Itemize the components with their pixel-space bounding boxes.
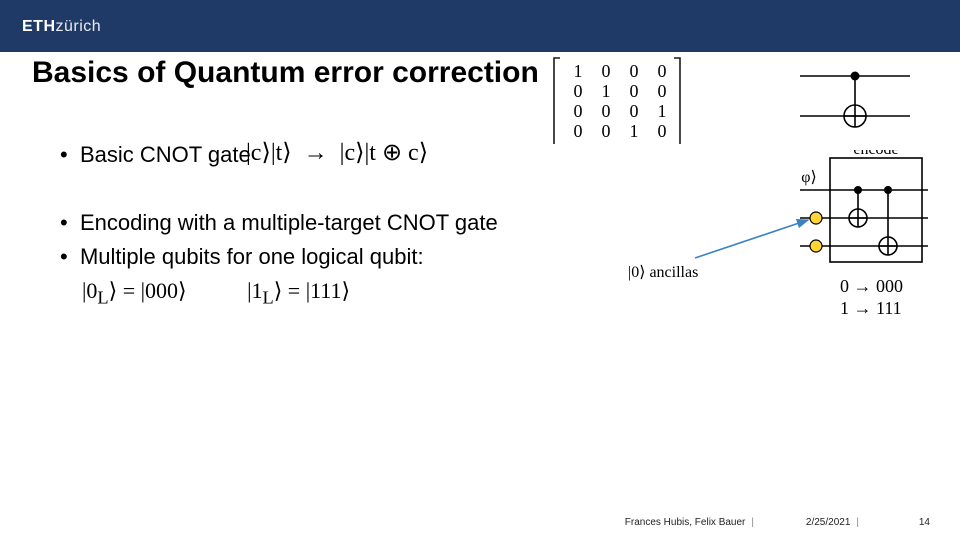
footer-date: 2/25/2021|	[806, 517, 865, 528]
logo-bold: ETH	[22, 18, 56, 35]
logical-states: |0L⟩ = |000⟩ |1L⟩ = |111⟩	[82, 278, 350, 308]
footer-date-text: 2/25/2021	[806, 517, 851, 528]
cnot-rhs: |c⟩|t ⊕ c⟩	[340, 140, 428, 166]
svg-text:0: 0	[630, 61, 639, 81]
cnot-circuit-diagram	[800, 56, 910, 136]
zeroL-rest: ⟩ = |000⟩	[109, 278, 187, 303]
svg-text:|φ⟩: |φ⟩	[800, 169, 817, 186]
encoding-map-0: 0 → 000	[840, 276, 903, 297]
svg-text:0: 0	[574, 81, 583, 101]
oneL-sub: L	[263, 287, 274, 307]
svg-text:1: 1	[658, 101, 667, 121]
bullet-encoding: • Encoding with a multiple-target CNOT g…	[60, 210, 498, 236]
bullet-cnot-text: Basic CNOT gate	[80, 142, 251, 167]
bullet-cnot: • Basic CNOT gate	[60, 142, 251, 168]
zeroL-sub: L	[97, 287, 108, 307]
cnot-arrow: →	[304, 140, 328, 166]
svg-text:0: 0	[602, 121, 611, 141]
cnot-matrix: 1000010000010010	[550, 56, 700, 149]
footer-pipe-1: |	[745, 517, 760, 528]
svg-text:0: 0	[658, 81, 667, 101]
ancilla-label: |0⟩ ancillas	[628, 262, 698, 282]
page-title: Basics of Quantum error correction	[32, 56, 539, 90]
bullet-logical-text: Multiple qubits for one logical qubit:	[80, 244, 424, 269]
svg-text:0: 0	[602, 61, 611, 81]
oneL-rest: ⟩ = |111⟩	[274, 278, 350, 303]
encoding-map-1: 1 → 111	[840, 298, 902, 319]
svg-text:encode: encode	[853, 150, 898, 158]
header-band	[0, 0, 960, 52]
svg-text:0: 0	[630, 81, 639, 101]
svg-text:0: 0	[574, 121, 583, 141]
svg-text:1: 1	[574, 61, 583, 81]
svg-text:0: 0	[658, 61, 667, 81]
matrix-svg: 1000010000010010	[550, 56, 700, 144]
svg-text:0: 0	[630, 101, 639, 121]
svg-text:0: 0	[602, 101, 611, 121]
bullet-encoding-text: Encoding with a multiple-target CNOT gat…	[80, 210, 498, 235]
bullet-logical: • Multiple qubits for one logical qubit:	[60, 244, 424, 270]
footer-pipe-2: |	[850, 517, 865, 528]
footer-page: 14	[919, 517, 930, 528]
cnot-lhs: |c⟩|t⟩	[246, 140, 292, 166]
logo-light: zürich	[56, 18, 102, 35]
zeroL-head: |0	[82, 278, 97, 303]
svg-text:1: 1	[602, 81, 611, 101]
oneL-head: |1	[247, 278, 262, 303]
svg-text:0: 0	[574, 101, 583, 121]
cnot-equation: |c⟩|t⟩ → |c⟩|t ⊕ c⟩	[246, 138, 428, 167]
svg-text:1: 1	[630, 121, 639, 141]
footer-authors: Frances Hubis, Felix Bauer|	[625, 517, 760, 528]
eth-logo: ETHzürich	[22, 18, 101, 36]
svg-text:0: 0	[658, 121, 667, 141]
encode-circuit-diagram: encode |φ⟩	[800, 150, 930, 290]
footer-authors-text: Frances Hubis, Felix Bauer	[625, 517, 746, 528]
